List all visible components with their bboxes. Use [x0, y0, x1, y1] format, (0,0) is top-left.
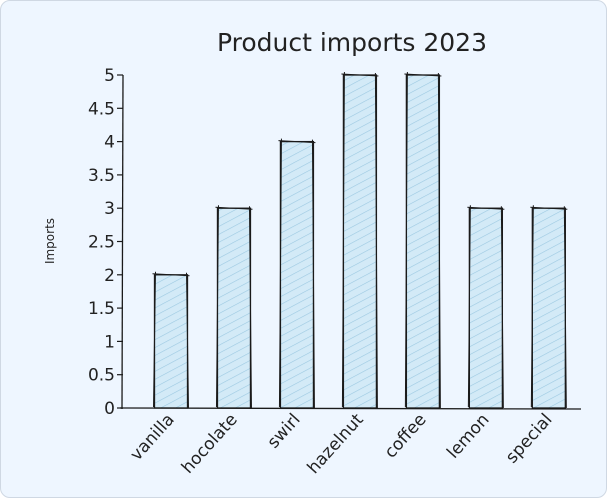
bar [153, 274, 189, 409]
y-tick-label: 3 [104, 199, 115, 219]
bar-outline [152, 271, 190, 409]
bar [342, 74, 378, 409]
y-tick-label: 2 [104, 266, 115, 286]
y-tick-label: 5 [104, 66, 115, 86]
y-tick-label: 4.5 [88, 99, 115, 119]
bar-outline [215, 205, 253, 409]
x-tick-label: lemon [443, 410, 493, 463]
chart-title: Product imports 2023 [217, 28, 487, 57]
y-tick-label: 3.5 [88, 166, 115, 186]
bar [216, 207, 252, 409]
bar-outline [278, 138, 316, 409]
y-tick-label: 2.5 [88, 233, 115, 253]
bar-outline [467, 205, 505, 409]
y-tick-label: 0.5 [88, 366, 115, 386]
bar [531, 207, 566, 409]
y-axis-label: Imports [43, 218, 57, 264]
y-tick-label: 1.5 [88, 299, 115, 319]
y-tick-label: 1 [104, 332, 115, 352]
x-tick-label: coffee [381, 410, 431, 462]
bar-outline [530, 205, 568, 409]
y-tick-label: 0 [104, 399, 115, 419]
x-tick-label: vanilla [126, 410, 178, 465]
bars [152, 71, 568, 409]
y-axis: 0 0.5 1 1.5 2 2.5 3 3.5 4 4.5 5 [88, 66, 124, 419]
bar-outline [404, 71, 442, 409]
bar [468, 207, 504, 409]
x-axis-line [119, 407, 582, 410]
x-tick-label: hazelnut [304, 410, 368, 478]
bar [405, 74, 441, 409]
bar [279, 140, 315, 409]
x-tick-label: special [502, 410, 557, 467]
x-tick-label: hocolate [178, 410, 242, 478]
x-tick-label: swirl [264, 410, 305, 453]
y-tick-label: 4 [104, 133, 115, 153]
bar-outline [341, 71, 379, 409]
